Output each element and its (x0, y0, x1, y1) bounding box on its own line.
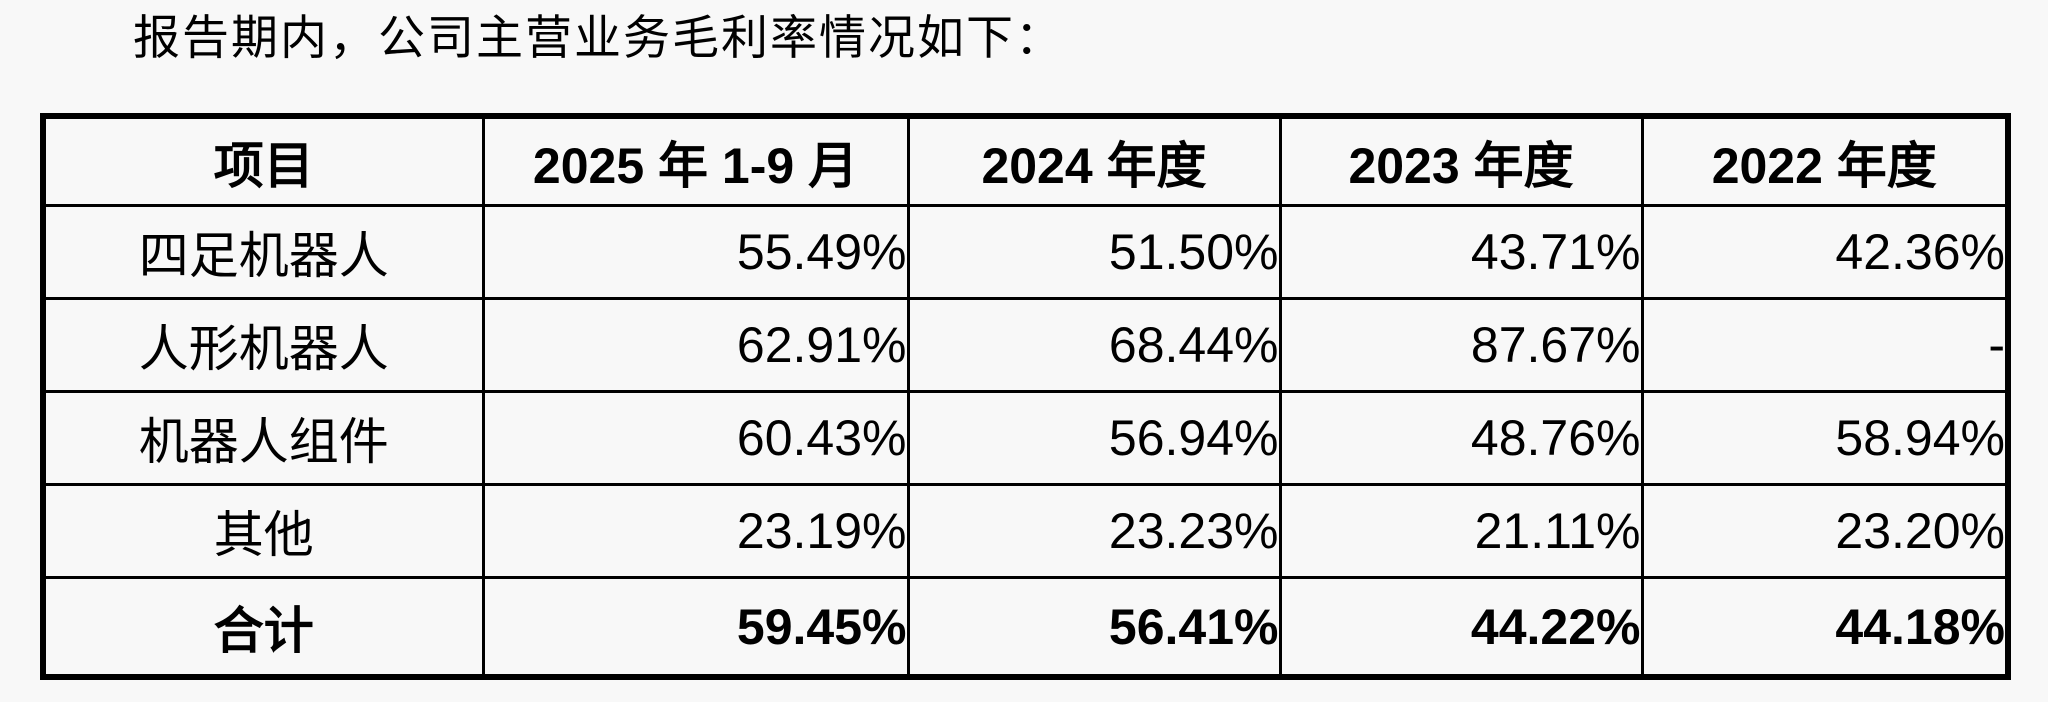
table-row: 合计 59.45% 56.41% 44.22% 44.18% (41, 576, 2010, 679)
column-header-item: 项目 (41, 114, 485, 207)
table-body: 四足机器人 55.49% 51.50% 43.71% 42.36% 人形机器人 62.91%… (41, 204, 2010, 679)
column-header-2025: 2025 年 1-9 月 (481, 114, 910, 207)
row-value: 21.11% (1278, 483, 1644, 579)
gross-margin-table: 项目 2025 年 1-9 月 2024 年度 2023 年度 2022 年度 … (40, 113, 2011, 680)
row-value: 87.67% (1278, 297, 1644, 393)
row-value: 23.20% (1640, 483, 2010, 579)
table-row: 四足机器人 55.49% 51.50% 43.71% 42.36% (41, 204, 2010, 300)
row-label: 合计 (41, 576, 485, 679)
row-value: 43.71% (1278, 204, 1644, 300)
table-row: 其他 23.19% 23.23% 21.11% 23.20% (41, 483, 2010, 579)
row-value: 23.19% (481, 483, 910, 579)
row-value: 44.22% (1278, 576, 1644, 679)
column-header-2024: 2024 年度 (906, 114, 1282, 207)
row-value: 56.94% (906, 390, 1282, 486)
row-label: 其他 (41, 483, 485, 579)
row-value: 48.76% (1278, 390, 1644, 486)
row-value: 58.94% (1640, 390, 2010, 486)
column-header-2023: 2023 年度 (1278, 114, 1644, 207)
row-value: 56.41% (906, 576, 1282, 679)
table-row: 人形机器人 62.91% 68.44% 87.67% - (41, 297, 2010, 393)
row-value: 59.45% (481, 576, 910, 679)
row-value: 68.44% (906, 297, 1282, 393)
column-header-2022: 2022 年度 (1640, 114, 2010, 207)
paragraph-title: 报告期内，公司主营业务毛利率情况如下： (133, 13, 1064, 65)
row-value: 42.36% (1640, 204, 2010, 300)
row-value: 51.50% (906, 204, 1282, 300)
row-value: 23.23% (906, 483, 1282, 579)
table-header-row: 项目 2025 年 1-9 月 2024 年度 2023 年度 2022 年度 (41, 114, 2010, 207)
row-value: 44.18% (1640, 576, 2010, 679)
table-row: 机器人组件 60.43% 56.94% 48.76% 58.94% (41, 390, 2010, 486)
row-label: 四足机器人 (41, 204, 485, 300)
row-value: - (1640, 297, 2010, 393)
row-value: 62.91% (481, 297, 910, 393)
row-label: 人形机器人 (41, 297, 485, 393)
row-value: 60.43% (481, 390, 910, 486)
row-value: 55.49% (481, 204, 910, 300)
row-label: 机器人组件 (41, 390, 485, 486)
